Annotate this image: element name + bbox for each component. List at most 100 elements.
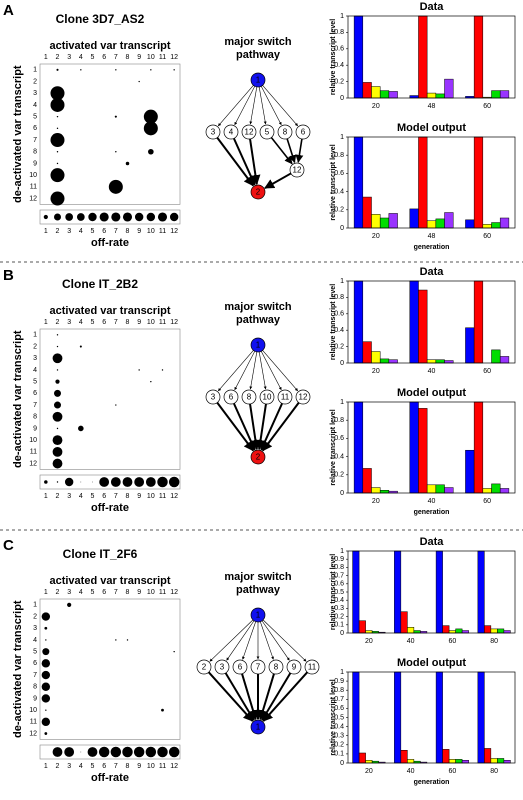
y-tick-label: 0.3 <box>334 733 344 740</box>
row-label: 12 <box>29 195 37 202</box>
pathway-node-label: 12 <box>293 166 302 175</box>
off-rate-tick-label: 1 <box>44 228 48 235</box>
bubble <box>52 353 63 364</box>
bar <box>352 550 360 634</box>
bar <box>426 359 437 364</box>
off-rate-tick-label: 7 <box>114 493 118 500</box>
row-label: 5 <box>33 648 37 655</box>
column-label: 8 <box>126 54 130 61</box>
bubble <box>150 380 152 383</box>
bar <box>394 671 402 764</box>
chart-title: Data <box>420 536 445 548</box>
pathway-edge <box>264 172 292 189</box>
off-rate-dot <box>64 477 74 487</box>
bubble <box>56 127 59 130</box>
x-axis-label: generation <box>414 779 450 786</box>
row-label: 2 <box>33 78 37 85</box>
pathway-node-label: 6 <box>301 128 306 137</box>
bubble <box>80 69 82 71</box>
y-tick-label: 0.4 <box>334 62 344 69</box>
pathway-edge <box>270 136 293 165</box>
bubble <box>56 115 59 118</box>
bar <box>362 82 372 99</box>
bubble <box>52 446 63 457</box>
pathway-node <box>223 389 239 405</box>
bubble <box>52 411 63 422</box>
row-label: 9 <box>33 425 37 432</box>
y-tick-label: 0.2 <box>334 78 344 85</box>
x-tick-label: 20 <box>372 103 380 110</box>
pathway-node <box>250 72 266 88</box>
bubble <box>115 639 117 641</box>
pathway-node <box>250 337 266 353</box>
pathway-node <box>250 184 266 200</box>
pathway-node <box>232 659 248 675</box>
off-rate-tick-label: 8 <box>126 228 130 235</box>
x-tick-label: 48 <box>428 233 436 240</box>
chart-title: Model output <box>397 387 466 399</box>
bar <box>426 484 437 494</box>
pathway-node <box>304 659 320 675</box>
bar <box>413 630 421 634</box>
bubble <box>55 379 60 384</box>
off-rate-tick-label: 1 <box>44 763 48 770</box>
bar <box>503 630 511 634</box>
pathway-node-label: 3 <box>220 663 225 672</box>
row-label: 6 <box>33 660 37 667</box>
off-rate-dot <box>122 212 133 222</box>
pathway-node <box>196 659 212 675</box>
pathway-edge <box>216 137 254 187</box>
pathway-node <box>214 659 230 675</box>
off-rate-dot <box>44 480 48 484</box>
bar <box>477 550 485 634</box>
off-rate-label: off-rate <box>91 772 129 784</box>
bar <box>435 484 445 494</box>
off-rate-dot <box>80 751 82 753</box>
off-rate-tick-label: 5 <box>91 493 95 500</box>
off-rate-tick-label: 5 <box>91 763 95 770</box>
bar <box>499 356 510 364</box>
pathway-node-label: 1 <box>256 611 261 620</box>
off-rate-label: off-rate <box>91 237 129 249</box>
pathway-edge <box>295 138 304 163</box>
y-tick-label: 0.8 <box>334 417 344 424</box>
y-axis-label: relative transcript level <box>330 19 337 95</box>
matrix-title: activated var transcript <box>49 305 170 317</box>
row-label: 1 <box>33 332 37 339</box>
bar <box>484 748 492 764</box>
column-label: 1 <box>44 54 48 61</box>
row-label: 6 <box>33 125 37 132</box>
y-tick-label: 1 <box>340 548 344 555</box>
bar <box>418 136 428 229</box>
row-label: 7 <box>33 672 37 679</box>
column-label: 5 <box>91 319 95 326</box>
bubble <box>45 709 47 711</box>
pathway-node <box>277 124 293 140</box>
row-label: 2 <box>33 343 37 350</box>
pathway-node-label: 4 <box>229 128 234 137</box>
y-tick-label: 0.5 <box>334 589 344 596</box>
x-tick-label: 60 <box>483 498 491 505</box>
bubble <box>41 682 51 691</box>
bar <box>418 289 428 364</box>
bubble <box>56 68 59 71</box>
chart-title: Model output <box>397 122 466 134</box>
pathway-node <box>205 124 221 140</box>
pathway-node-label: 1 <box>256 723 261 732</box>
pathway-title: major switch <box>224 36 292 48</box>
pathway-node-label: 12 <box>245 128 254 137</box>
bubble <box>56 369 59 371</box>
y-tick-label: 0 <box>340 630 344 637</box>
off-rate-dot <box>88 212 97 222</box>
off-rate-dot <box>98 746 110 758</box>
pathway-edge <box>262 350 298 392</box>
pathway-node-label: 2 <box>256 188 261 197</box>
bar <box>444 360 454 364</box>
y-tick-label: 0.7 <box>334 696 344 703</box>
row-label: 12 <box>29 730 37 737</box>
row-label: 12 <box>29 460 37 467</box>
bar <box>365 760 373 764</box>
y-tick-label: 0.2 <box>334 472 344 479</box>
y-tick-label: 0 <box>340 490 344 497</box>
